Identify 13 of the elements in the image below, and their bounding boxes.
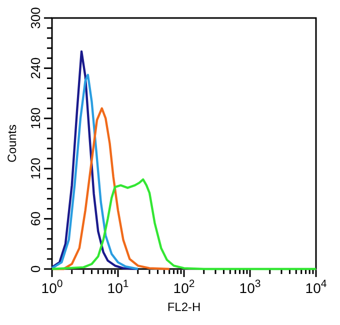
x-tick-label: 10$^{3}$ [239, 278, 261, 296]
y-tick-label: 240 [28, 57, 43, 80]
x-tick-label: 10$^{0}$ [41, 278, 63, 296]
y-tick-label: 120 [28, 158, 43, 180]
y-axis-title: Counts [5, 124, 19, 163]
y-tick-label: 180 [28, 108, 43, 130]
y-tick-label: 0 [28, 265, 43, 273]
y-tick-label: 60 [28, 212, 43, 226]
x-axis-title: FL2-H [167, 300, 201, 314]
y-tick-label: 300 [28, 7, 43, 29]
x-tick-label: 10$^{1}$ [107, 278, 129, 296]
x-tick-label: 10$^{4}$ [305, 278, 327, 296]
x-tick-label: 10$^{2}$ [173, 278, 195, 296]
